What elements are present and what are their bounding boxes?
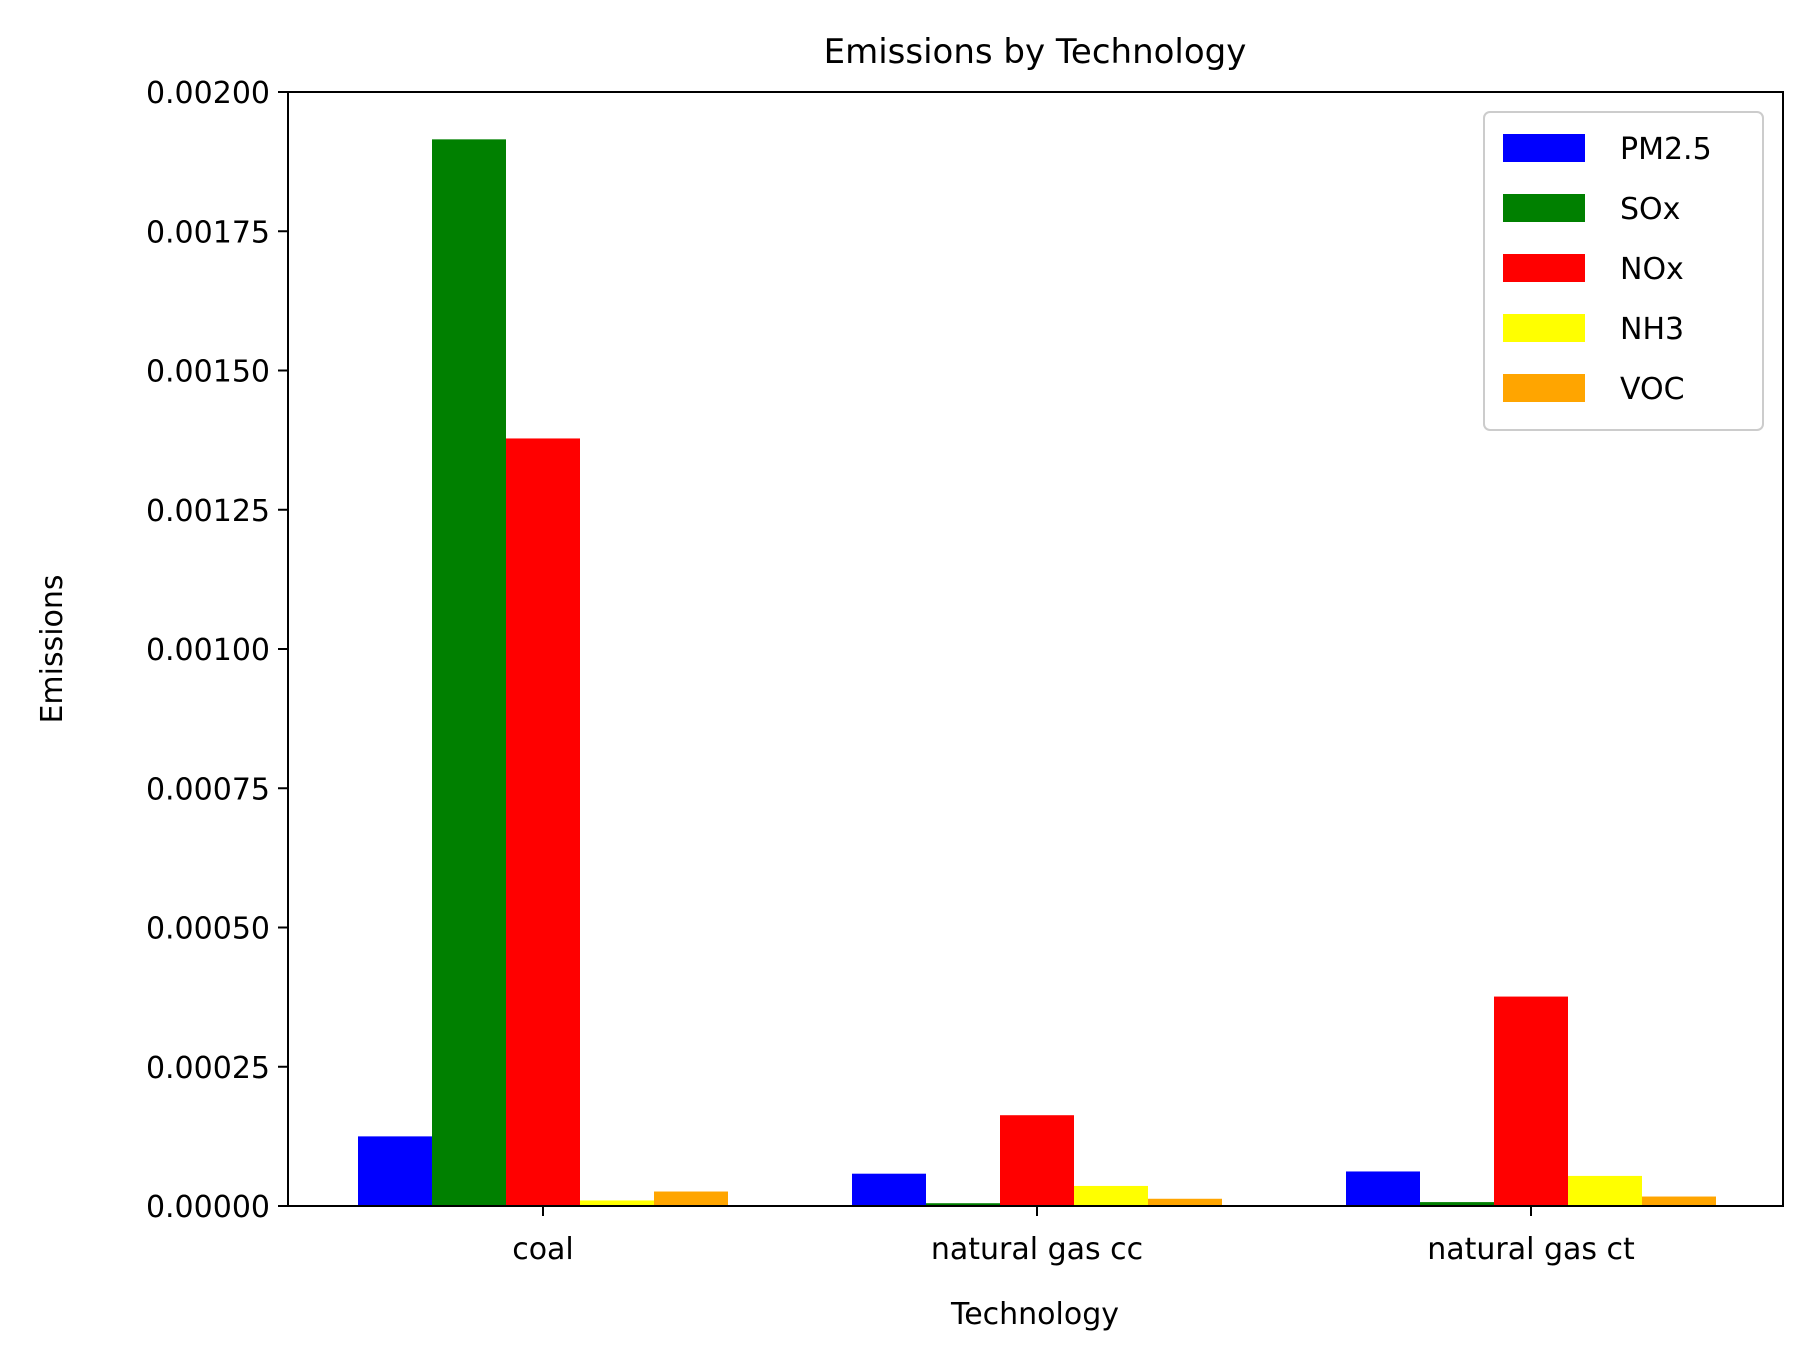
y-tick-label: 0.00175 xyxy=(146,215,270,250)
bar-nox-natural-gas-cc xyxy=(1000,1115,1074,1206)
x-tick-label: coal xyxy=(512,1232,574,1267)
y-tick-label: 0.00100 xyxy=(146,633,270,668)
bar-voc-coal xyxy=(654,1191,728,1206)
bar-nh3-coal xyxy=(580,1200,654,1206)
bar-pm2-5-natural-gas-ct xyxy=(1346,1171,1420,1206)
x-tick-label: natural gas cc xyxy=(931,1232,1143,1267)
legend-label: NH3 xyxy=(1620,312,1684,347)
y-tick-label: 0.00150 xyxy=(146,355,270,390)
legend-swatch xyxy=(1503,314,1585,342)
bar-nox-natural-gas-ct xyxy=(1494,996,1568,1206)
legend-swatch xyxy=(1503,374,1585,402)
legend-label: NOx xyxy=(1620,252,1684,287)
bar-nox-coal xyxy=(506,438,580,1207)
bar-pm2-5-coal xyxy=(358,1136,432,1206)
bar-voc-natural-gas-cc xyxy=(1148,1198,1222,1206)
y-tick-label: 0.00200 xyxy=(146,76,270,111)
legend-label: SOx xyxy=(1620,192,1680,227)
legend-swatch xyxy=(1503,194,1585,222)
y-tick-label: 0.00125 xyxy=(146,494,270,529)
legend: PM2.5 SOx NOx NH3 VOC xyxy=(1483,111,1764,431)
y-axis-label: Emissions xyxy=(35,574,70,723)
y-axis: 0.00000 0.00025 0.00050 0.00075 0.00100 0.001… xyxy=(146,76,288,1225)
x-tick-label: natural gas ct xyxy=(1427,1232,1635,1267)
plot-frame xyxy=(287,91,1784,1207)
bar-pm2-5-natural-gas-cc xyxy=(852,1173,926,1206)
y-tick-label: 0.00000 xyxy=(146,1190,270,1225)
bar-sox-natural-gas-cc xyxy=(926,1203,1000,1206)
bar-voc-natural-gas-ct xyxy=(1642,1196,1716,1206)
chart-title: Emissions by Technology xyxy=(824,32,1247,72)
y-tick-label: 0.00025 xyxy=(146,1051,270,1086)
legend-swatch xyxy=(1503,254,1585,282)
bar-nh3-natural-gas-ct xyxy=(1568,1175,1642,1206)
legend-swatch xyxy=(1503,134,1585,162)
bars-layer xyxy=(358,139,1716,1207)
bar-sox-coal xyxy=(432,139,506,1207)
x-axis: coal natural gas cc natural gas ct xyxy=(512,1206,1635,1267)
legend-box xyxy=(1483,111,1764,431)
y-tick-label: 0.00075 xyxy=(146,772,270,807)
bar-sox-natural-gas-ct xyxy=(1420,1202,1494,1206)
legend-label: VOC xyxy=(1620,372,1685,407)
legend-label: PM2.5 xyxy=(1620,132,1712,167)
y-tick-label: 0.00050 xyxy=(146,912,270,947)
x-axis-label: Technology xyxy=(950,1297,1119,1332)
bar-nh3-natural-gas-cc xyxy=(1074,1185,1148,1206)
